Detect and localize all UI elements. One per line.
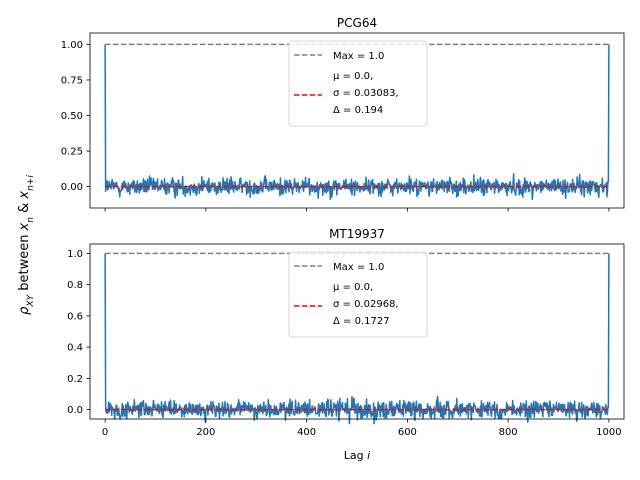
shared-xlabel: Lag i — [344, 449, 370, 462]
x-tick-label: 600 — [398, 427, 417, 438]
svg-text:ρXY between xn & xn+i: ρXY between xn & xn+i — [17, 175, 36, 315]
legend-label-line: σ = 0.02968, — [333, 299, 399, 310]
legend-label-line: Δ = 0.194 — [333, 105, 383, 116]
y-tick-label: 0.75 — [61, 75, 83, 86]
x-tick-label: 400 — [297, 427, 316, 438]
y-tick-label: 0.0 — [67, 405, 83, 416]
x-tick-label: 800 — [499, 427, 518, 438]
chart-title: PCG64 — [337, 16, 377, 30]
y-tick-label: 0.00 — [61, 182, 83, 193]
shared-ylabel: ρXY between xn & xn+i — [17, 175, 36, 315]
y-tick-label: 1.00 — [61, 40, 83, 51]
y-tick-label: 0.8 — [67, 280, 83, 291]
axes-frame — [89, 32, 625, 209]
legend-label-line: μ = 0.0, — [333, 282, 373, 293]
y-tick-label: 1.0 — [67, 249, 83, 260]
legend — [288, 251, 428, 338]
axes-frame — [89, 243, 625, 420]
legend — [288, 40, 428, 127]
chart-title: MT19937 — [329, 227, 385, 241]
legend-label-line: Δ = 0.1727 — [333, 316, 390, 327]
y-tick-label: 0.25 — [61, 147, 83, 158]
autocorrelation-series — [104, 44, 610, 201]
y-tick-label: 0.50 — [61, 111, 83, 122]
legend-label-line: σ = 0.03083, — [333, 88, 399, 99]
y-tick-label: 0.6 — [67, 311, 83, 322]
x-tick-label: 200 — [196, 427, 215, 438]
x-tick-label: 1000 — [596, 427, 621, 438]
x-tick-label: 0 — [102, 427, 108, 438]
y-tick-label: 0.4 — [67, 343, 83, 354]
autocorrelation-series — [104, 253, 610, 425]
legend-label: Max = 1.0 — [333, 262, 384, 273]
legend-label: Max = 1.0 — [333, 51, 384, 62]
chart-panel-pcg64: PCG64 0.00 0.25 0.50 0.75 1.00 Max = 1.0 μ = … — [61, 16, 625, 212]
y-tick-label: 0.2 — [67, 374, 83, 385]
chart-panel-mt19937: MT19937 0.0 0.2 0.4 0.6 0.8 1.0 0 200 400 600 800… — [67, 227, 625, 438]
legend-label-line: μ = 0.0, — [333, 71, 373, 82]
